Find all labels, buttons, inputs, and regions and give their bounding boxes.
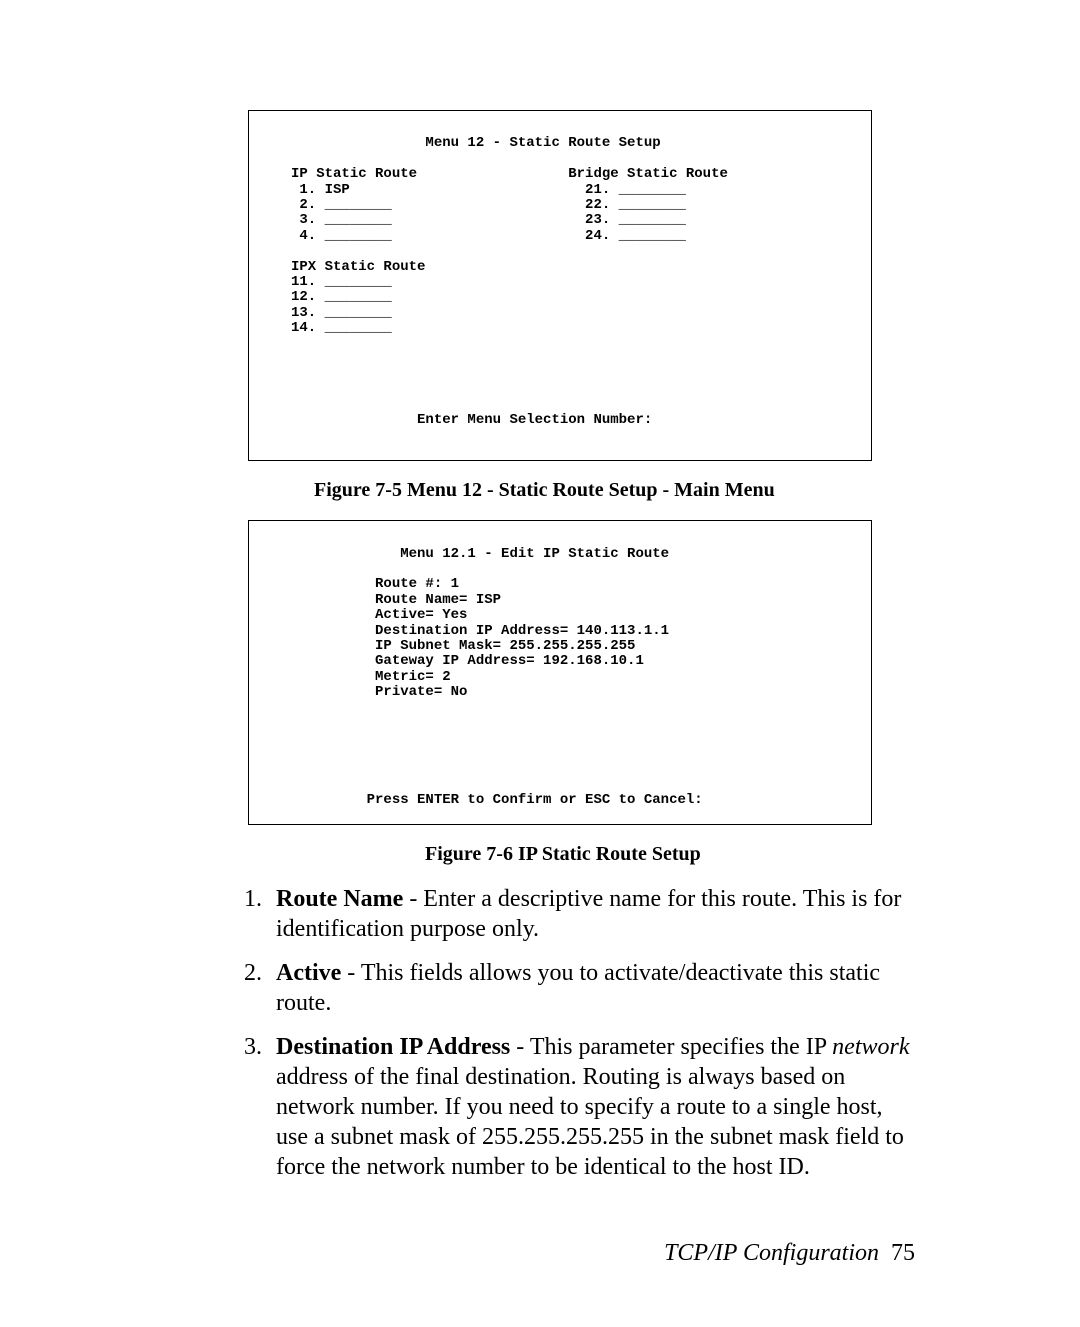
list-item-text: - This parameter specifies the IP xyxy=(510,1034,832,1060)
term-route-name: Route Name xyxy=(276,886,403,912)
terminal-menu-12-1: Menu 12.1 - Edit IP Static Route Route #… xyxy=(248,520,872,825)
italic-network: network xyxy=(832,1034,909,1060)
terminal-menu-12: Menu 12 - Static Route Setup IP Static R… xyxy=(248,110,872,461)
list-item: Active - This fields allows you to activ… xyxy=(268,958,915,1018)
term-active: Active xyxy=(276,960,341,986)
figure-caption-7-6: Figure 7-6 IP Static Route Setup xyxy=(425,843,915,866)
page-footer: TCP/IP Configuration 75 xyxy=(210,1240,915,1267)
list-item-text: - This fields allows you to activate/dea… xyxy=(276,960,880,1016)
term-dest-ip: Destination IP Address xyxy=(276,1034,510,1060)
footer-section: TCP/IP Configuration xyxy=(664,1240,879,1266)
footer-page-number: 75 xyxy=(891,1240,915,1266)
document-page: Menu 12 - Static Route Setup IP Static R… xyxy=(0,0,1080,1327)
figure-caption-7-5: Figure 7-5 Menu 12 - Static Route Setup … xyxy=(314,479,915,502)
list-item: Destination IP Address - This parameter … xyxy=(268,1032,915,1182)
list-item: Route Name - Enter a descriptive name fo… xyxy=(268,884,915,944)
description-list: Route Name - Enter a descriptive name fo… xyxy=(210,884,915,1182)
list-item-text: address of the final destination. Routin… xyxy=(276,1064,904,1180)
